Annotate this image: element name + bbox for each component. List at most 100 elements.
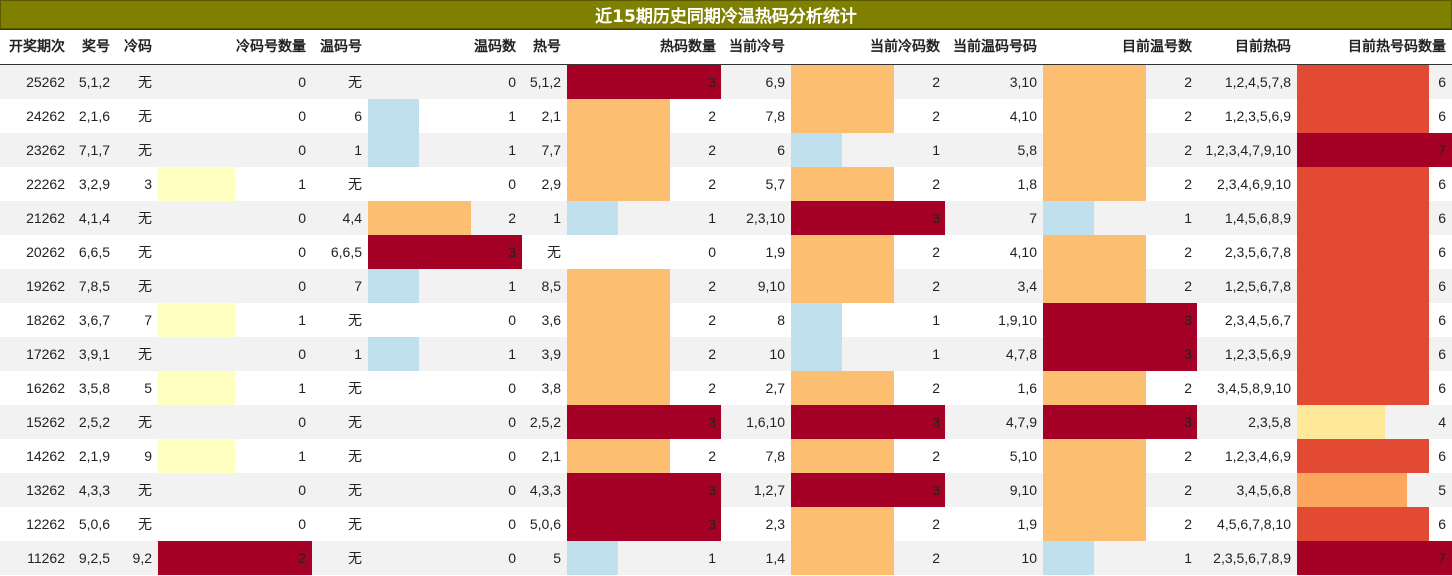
- current-warm-cell: 4,10: [1009, 108, 1037, 124]
- issue-cell: 14262: [26, 448, 65, 464]
- cold-number-cell: 无: [138, 414, 152, 430]
- data-bar: [1297, 201, 1429, 235]
- warm-number-cell: 无: [348, 414, 362, 430]
- hot-count-cell: 3: [708, 74, 716, 90]
- table-row: 19262 7,8,5 无 0 7 1 8,5 2 9,10 2 3,4 2 1,2,5,6,7,8 6: [0, 269, 1452, 303]
- prize-number-cell: 3,6,7: [78, 312, 110, 328]
- data-bar: [1043, 439, 1146, 473]
- table-row: 11262 9,2,5 9,2 2 无 0 5 1 1,4 2 10 1 2,3,5,6,7,8,9 7: [0, 541, 1452, 575]
- data-bar: [567, 337, 670, 371]
- column-header-warm-number: 温码号: [320, 39, 362, 55]
- issue-cell: 19262: [26, 278, 65, 294]
- current-cold-cell: 7,8: [765, 448, 785, 464]
- current-warm-cell: 3,10: [1009, 74, 1037, 90]
- data-bar: [1043, 201, 1094, 235]
- cold-count-cell: 1: [298, 312, 306, 328]
- hot-count-cell: 3: [708, 414, 716, 430]
- data-bar: [368, 99, 419, 133]
- table-row: 18262 3,6,7 7 1 无 0 3,6 2 8 1 1,9,10 3 2,3,4,5,6,7 6: [0, 303, 1452, 337]
- data-bar: [1297, 473, 1407, 507]
- warm-number-cell: 无: [348, 550, 362, 566]
- cold-number-cell: 无: [138, 482, 152, 498]
- current-cold-cell: 2,3: [765, 516, 785, 532]
- data-bar: [1043, 167, 1146, 201]
- data-bar: [1043, 473, 1146, 507]
- hot-count-cell: 2: [708, 448, 716, 464]
- current-hot-count-cell: 7: [1438, 142, 1446, 158]
- current-cold-count-cell: 1: [932, 142, 940, 158]
- hot-count-cell: 2: [708, 176, 716, 192]
- data-bar: [567, 201, 618, 235]
- data-bar: [1297, 405, 1385, 439]
- prize-number-cell: 2,1,6: [78, 108, 110, 124]
- data-bar: [791, 235, 894, 269]
- cold-count-cell: 0: [298, 346, 306, 362]
- table-row: 17262 3,9,1 无 0 1 1 3,9 2 10 1 4,7,8 3 1,2,3,5,6,9 6: [0, 337, 1452, 371]
- column-header-current-warm: 当前温码号码: [953, 39, 1037, 55]
- current-cold-cell: 2,7: [765, 380, 785, 396]
- table-row: 25262 5,1,2 无 0 无 0 5,1,2 3 6,9 2 3,10 2 1,2,4,5,7,8…: [0, 65, 1452, 99]
- data-bar: [1043, 337, 1197, 371]
- column-header-hot-count: 热码数量: [660, 39, 716, 55]
- current-warm-count-cell: 2: [1184, 482, 1192, 498]
- column-header-current-cold-count: 当前冷码数: [870, 39, 940, 55]
- issue-cell: 13262: [26, 482, 65, 498]
- current-warm-count-cell: 3: [1184, 414, 1192, 430]
- issue-cell: 15262: [26, 414, 65, 430]
- hot-number-cell: 无: [547, 244, 561, 260]
- hot-number-cell: 5: [553, 550, 561, 566]
- cold-count-cell: 0: [298, 244, 306, 260]
- issue-cell: 21262: [26, 210, 65, 226]
- current-hot-count-cell: 6: [1438, 312, 1446, 328]
- data-bar: [567, 65, 721, 99]
- cold-count-cell: 0: [298, 414, 306, 430]
- current-hot-cell: 1,2,5,6,7,8: [1224, 278, 1291, 294]
- current-cold-count-cell: 2: [932, 550, 940, 566]
- warm-number-cell: 4,4: [342, 210, 362, 226]
- cold-number-cell: 无: [138, 210, 152, 226]
- hot-number-cell: 1: [553, 210, 561, 226]
- warm-count-cell: 3: [508, 244, 516, 260]
- data-bar: [791, 201, 945, 235]
- current-hot-cell: 1,2,4,5,7,8: [1224, 74, 1291, 90]
- data-bar: [1043, 371, 1146, 405]
- prize-number-cell: 6,6,5: [78, 244, 110, 260]
- current-warm-cell: 1,6: [1017, 380, 1037, 396]
- table-row: 16262 3,5,8 5 1 无 0 3,8 2 2,7 2 1,6 2 3,4,5,8,9,10 6: [0, 371, 1452, 405]
- table-row: 23262 7,1,7 无 0 1 1 7,7 2 6 1 5,8 2 1,2,3,4,7,9,10 7: [0, 133, 1452, 167]
- cold-count-cell: 2: [298, 550, 306, 566]
- data-bar: [791, 439, 894, 473]
- hot-number-cell: 2,1: [541, 108, 561, 124]
- current-cold-cell: 7,8: [765, 108, 785, 124]
- current-cold-count-cell: 3: [932, 414, 940, 430]
- current-warm-cell: 5,8: [1017, 142, 1037, 158]
- cold-number-cell: 3: [144, 176, 152, 192]
- current-cold-count-cell: 2: [932, 74, 940, 90]
- table-row: 14262 2,1,9 9 1 无 0 2,1 2 7,8 2 5,10 2 1,2,3,4,6,9 6: [0, 439, 1452, 473]
- current-hot-cell: 2,3,5,6,7,8,9: [1213, 550, 1291, 566]
- issue-cell: 22262: [26, 176, 65, 192]
- warm-count-cell: 0: [508, 312, 516, 328]
- current-cold-cell: 2,3,10: [746, 210, 785, 226]
- current-hot-count-cell: 6: [1438, 108, 1446, 124]
- cold-count-cell: 0: [298, 142, 306, 158]
- warm-number-cell: 1: [354, 142, 362, 158]
- current-warm-cell: 5,10: [1009, 448, 1037, 464]
- prize-number-cell: 9,2,5: [78, 550, 110, 566]
- hot-count-cell: 2: [708, 346, 716, 362]
- warm-number-cell: 7: [354, 278, 362, 294]
- current-hot-count-cell: 6: [1438, 516, 1446, 532]
- current-hot-count-cell: 4: [1438, 414, 1446, 430]
- table-row: 20262 6,6,5 无 0 6,6,5 3 无 0 1,9 2 4,10 2 2,3,5,6,7,8…: [0, 235, 1452, 269]
- cold-number-cell: 无: [138, 142, 152, 158]
- current-hot-cell: 1,2,3,4,6,9: [1224, 448, 1291, 464]
- table-row: 21262 4,1,4 无 0 4,4 2 1 1 2,3,10 3 7 1 1,4,5,6,8,9 6: [0, 201, 1452, 235]
- data-bar: [1297, 133, 1452, 167]
- page-title: 近15期历史同期冷温热码分析统计: [0, 0, 1452, 29]
- current-warm-count-cell: 3: [1184, 312, 1192, 328]
- issue-cell: 16262: [26, 380, 65, 396]
- warm-count-cell: 2: [508, 210, 516, 226]
- data-bar: [368, 235, 522, 269]
- current-cold-count-cell: 2: [932, 176, 940, 192]
- issue-cell: 18262: [26, 312, 65, 328]
